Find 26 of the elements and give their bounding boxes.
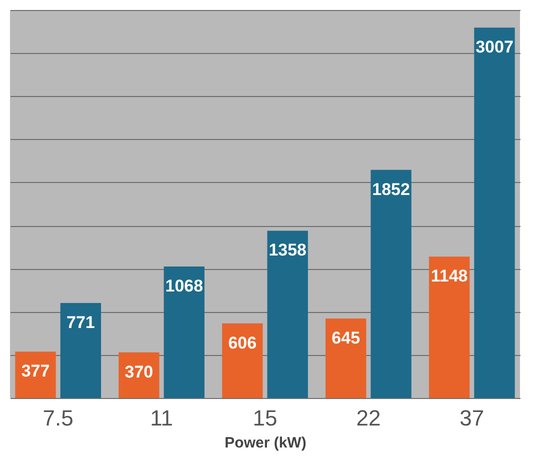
data-label: 771 [66, 313, 95, 332]
data-label: 3007 [476, 38, 514, 57]
data-label: 1148 [430, 266, 468, 286]
bar [474, 28, 515, 398]
bar [267, 230, 308, 398]
x-tick-label: 22 [356, 406, 381, 430]
bar [60, 303, 102, 398]
bar [222, 323, 263, 398]
x-tick-label: 37 [460, 406, 484, 430]
x-tick-label: 15 [252, 406, 278, 430]
x-axis-title: Power (kW) [224, 434, 306, 452]
x-tick-label: 11 [150, 406, 173, 430]
bar [15, 352, 56, 398]
bar [164, 266, 204, 398]
bar [370, 170, 412, 398]
data-label: 606 [228, 333, 257, 352]
bar [118, 352, 160, 398]
bar [428, 256, 470, 398]
data-label: 645 [332, 328, 360, 348]
data-label: 1852 [372, 180, 410, 199]
data-label: 370 [124, 362, 154, 382]
bar [326, 318, 366, 398]
data-label: 377 [21, 362, 50, 381]
data-label: 1068 [165, 276, 204, 296]
x-tick-label: 7.5 [42, 406, 74, 430]
data-label: 1358 [268, 240, 307, 260]
